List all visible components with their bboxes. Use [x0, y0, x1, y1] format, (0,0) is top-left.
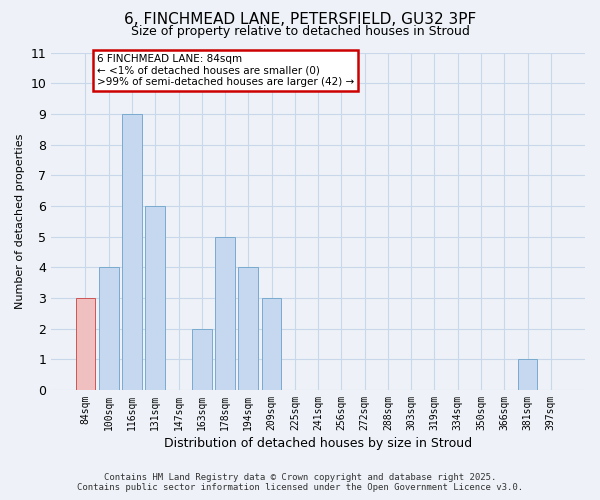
X-axis label: Distribution of detached houses by size in Stroud: Distribution of detached houses by size …: [164, 437, 472, 450]
Bar: [192, 328, 212, 390]
Bar: [262, 298, 281, 390]
Y-axis label: Number of detached properties: Number of detached properties: [15, 134, 25, 309]
Text: Contains HM Land Registry data © Crown copyright and database right 2025.
Contai: Contains HM Land Registry data © Crown c…: [77, 473, 523, 492]
Bar: [76, 298, 95, 390]
Bar: [215, 236, 235, 390]
Text: Size of property relative to detached houses in Stroud: Size of property relative to detached ho…: [131, 25, 469, 38]
Bar: [99, 267, 119, 390]
Text: 6, FINCHMEAD LANE, PETERSFIELD, GU32 3PF: 6, FINCHMEAD LANE, PETERSFIELD, GU32 3PF: [124, 12, 476, 28]
Bar: [122, 114, 142, 390]
Text: 6 FINCHMEAD LANE: 84sqm
← <1% of detached houses are smaller (0)
>99% of semi-de: 6 FINCHMEAD LANE: 84sqm ← <1% of detache…: [97, 54, 355, 87]
Bar: [145, 206, 165, 390]
Bar: [238, 267, 258, 390]
Bar: [518, 360, 538, 390]
